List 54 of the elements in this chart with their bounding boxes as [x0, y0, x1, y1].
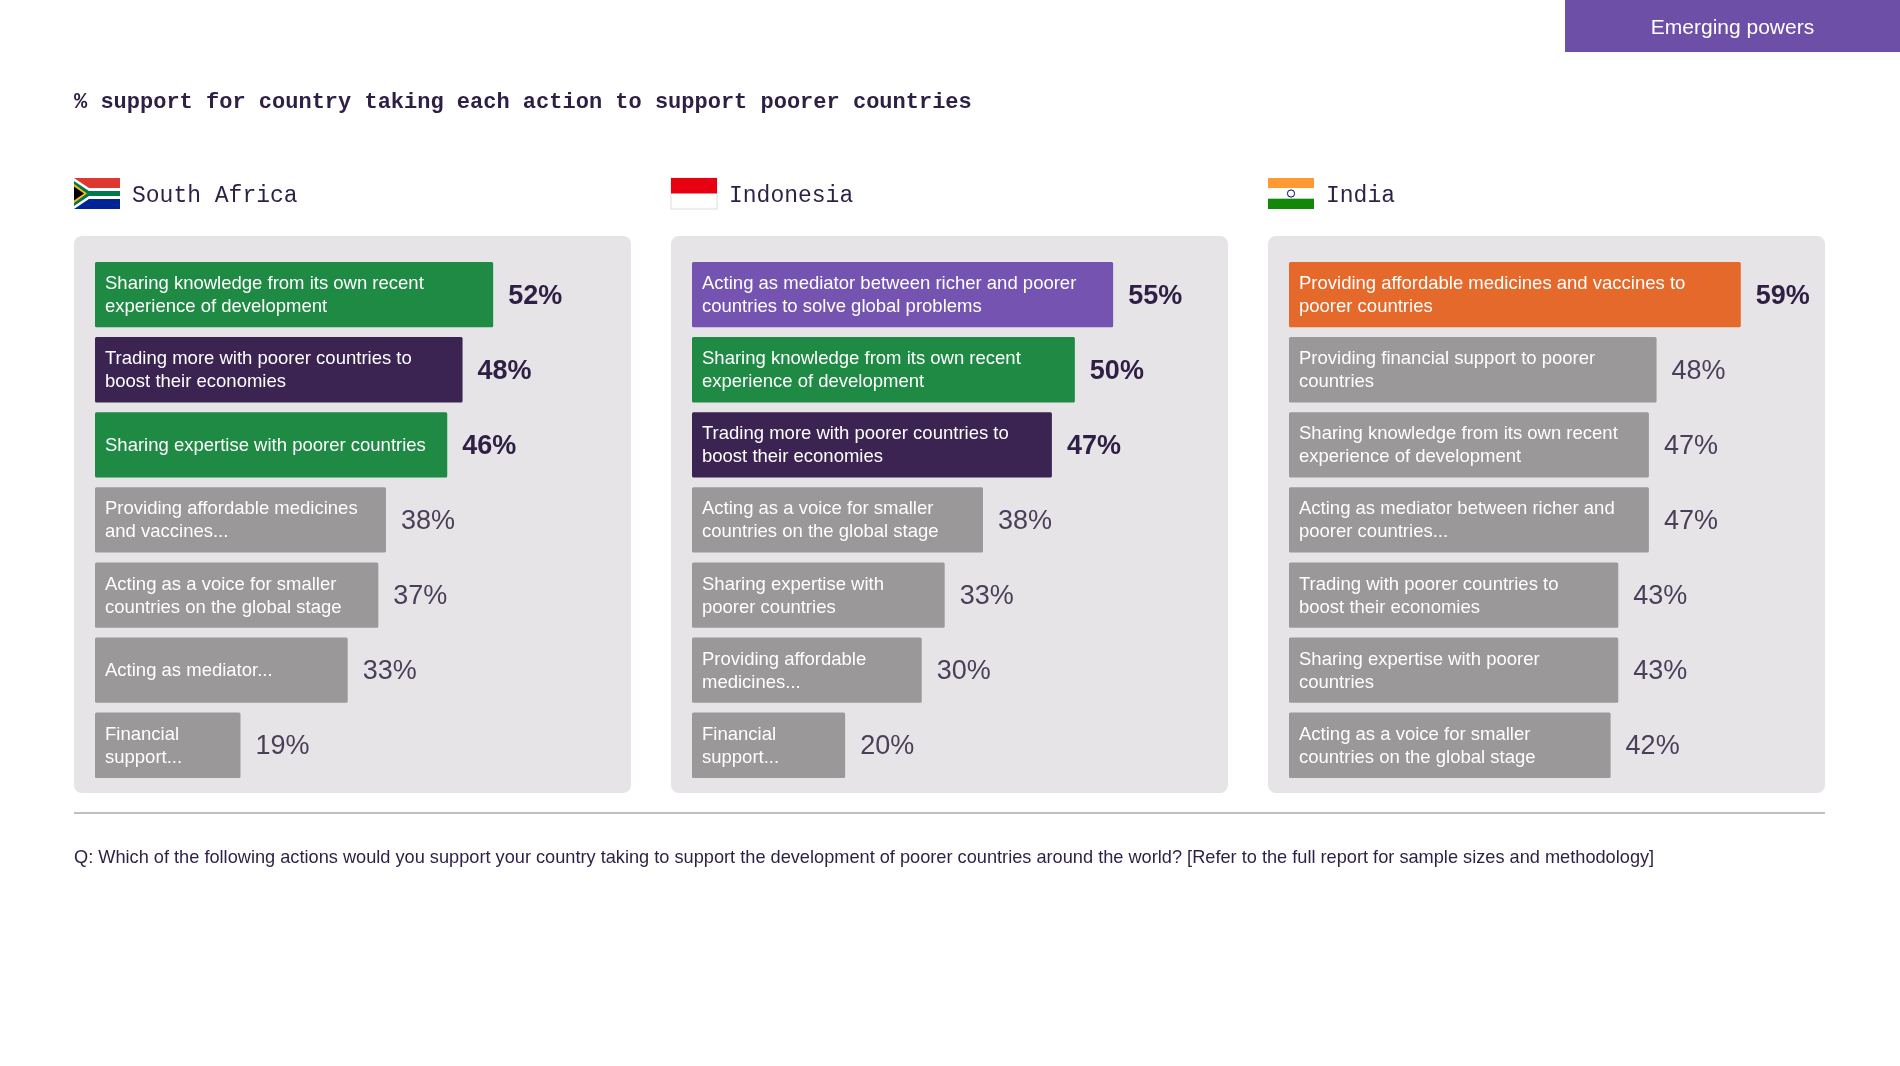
data-label: 47%: [1066, 429, 1121, 460]
data-label: 48%: [1671, 354, 1726, 385]
category-label: Acting as mediator between richer and poorer countries to solve global problems: [702, 272, 1077, 317]
bar: [1289, 337, 1657, 403]
chart-title: South Africa: [132, 183, 298, 209]
category-label: Sharing knowledge from its own recent experience of development: [702, 347, 1021, 392]
chart-title: Indonesia: [729, 183, 854, 209]
category-label: Acting as a voice for smaller countries on the global stage: [105, 572, 342, 617]
category-label: Providing affordable medicines and vaccines to poorer countries: [1299, 272, 1686, 317]
data-label: 47%: [1663, 504, 1718, 535]
data-label: 19%: [255, 730, 310, 761]
data-label: 59%: [1755, 279, 1810, 310]
data-label: 37%: [393, 580, 448, 611]
chart-title: India: [1326, 183, 1396, 209]
category-label: Trading with poorer countries to boost their economies: [1299, 572, 1559, 617]
data-label: 55%: [1128, 279, 1183, 310]
category-label: Sharing knowledge from its own recent experience of development: [1299, 422, 1618, 467]
bar: [692, 637, 922, 703]
data-label: 48%: [477, 354, 532, 385]
category-label: Financial support...: [702, 722, 780, 767]
data-label: 43%: [1633, 655, 1688, 686]
category-label: Trading more with poorer countries to boost their economies: [702, 422, 1009, 467]
category-label: Acting as mediator between richer and poorer countries...: [1299, 497, 1615, 542]
data-label: 38%: [400, 504, 456, 535]
text: Emerging powers: [1650, 15, 1815, 38]
data-label: 38%: [997, 504, 1053, 535]
text: Q: Which of the following actions would you support your country taking to support the development of poorer countries around the world? [Refer to the full report for sample sizes and methodology]: [74, 847, 1655, 867]
category-label: Providing affordable medicines and vaccines...: [105, 497, 358, 542]
bar: [692, 712, 846, 778]
category-label: Acting as a voice for smaller countries on the global stage: [1299, 722, 1536, 767]
category-label: Acting as a voice for smaller countries on the global stage: [702, 497, 939, 542]
category-label: Trading more with poorer countries to boost their economies: [105, 347, 412, 392]
bar: [95, 412, 448, 478]
data-label: 47%: [1663, 429, 1718, 460]
data-label: 43%: [1633, 580, 1688, 611]
category-label: Providing financial support to poorer countries: [1299, 347, 1596, 392]
category-label: Sharing knowledge from its own recent experience of development: [105, 272, 424, 317]
data-label: 42%: [1625, 730, 1680, 761]
data-label: 30%: [936, 655, 991, 686]
category-label: Providing affordable medicines...: [702, 647, 867, 692]
data-label: 33%: [362, 655, 417, 686]
data-label: 46%: [462, 429, 517, 460]
category-label: Sharing expertise with poorer countries: [1299, 647, 1540, 692]
category-label: Financial support...: [105, 722, 183, 767]
bar: [1289, 637, 1619, 703]
data-label: 50%: [1089, 354, 1144, 385]
text: % support for country taking each action to support poorer countries: [74, 90, 972, 115]
category-label: Sharing expertise with poorer countries: [702, 572, 885, 617]
bar: [95, 637, 348, 703]
data-label: 20%: [860, 730, 915, 761]
category-label: Acting as mediator...: [105, 659, 273, 681]
data-label: 33%: [959, 580, 1014, 611]
data-label: 52%: [508, 279, 563, 310]
category-label: Sharing expertise with poorer countries: [105, 433, 426, 455]
